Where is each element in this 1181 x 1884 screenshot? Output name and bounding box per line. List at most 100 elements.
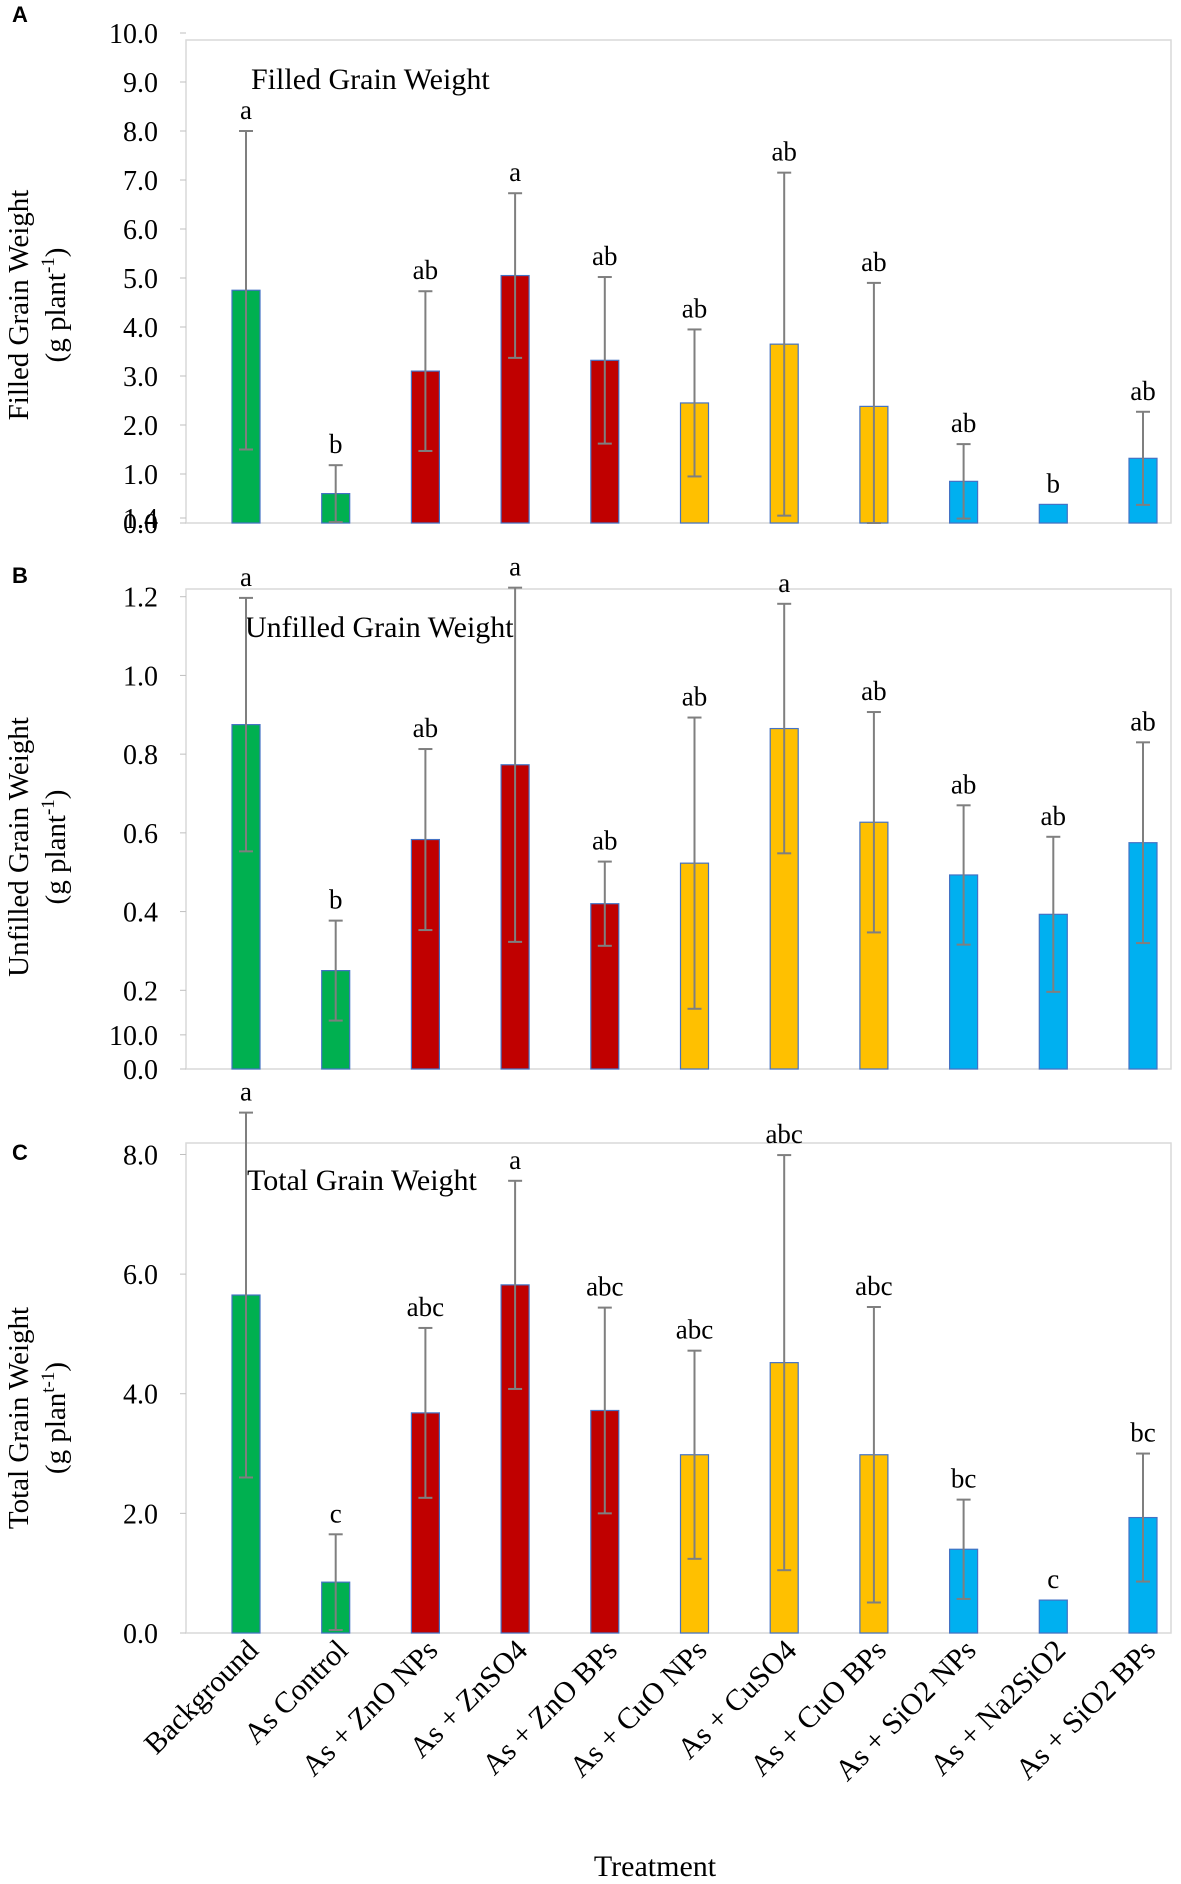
y-axis-label-c: Total Grain Weight (g plant-1)	[3, 1307, 72, 1529]
panel-letter-b: B	[12, 563, 28, 588]
error-bar-b-2	[418, 748, 433, 932]
error-bar-c-1	[328, 1533, 343, 1632]
chart-title-b: Unfilled Grain Weight	[245, 611, 514, 644]
error-bar-c-4	[597, 1306, 612, 1515]
y-tick-label: 9.0	[123, 68, 158, 99]
significance-letter-a-10: ab	[1130, 376, 1155, 406]
x-axis-label: Treatment	[594, 1850, 717, 1883]
y-axis-label-line1-b: Unfilled Grain Weight	[3, 717, 35, 977]
significance-letter-b-8: ab	[951, 769, 976, 799]
panel-letter-c: C	[12, 1140, 28, 1165]
significance-letter-c-9: c	[1047, 1564, 1059, 1594]
error-bar-c-3	[508, 1179, 523, 1390]
significance-letter-b-1: b	[329, 885, 343, 915]
significance-letter-a-0: a	[240, 95, 252, 125]
y-ticks-a: 0.0 1.0 2.0 3.0 4.0 5.0 6.0 7.0 8.0 9.0 10.0	[109, 19, 186, 540]
significance-letter-b-7: ab	[861, 676, 886, 706]
error-bar-a-5	[687, 328, 702, 478]
y-tick-label: 6.0	[123, 1260, 158, 1291]
error-bar-a-7	[866, 281, 881, 524]
significance-letter-b-3: a	[509, 552, 521, 582]
y-tick-label: 2.0	[123, 1499, 158, 1530]
y-axis-label-line2-b: (g plant-1)	[38, 790, 72, 905]
y-tick-label: 0.0	[123, 509, 158, 540]
x-category-label: Background	[138, 1634, 265, 1761]
error-bar-a-6	[777, 171, 792, 517]
error-bar-b-4	[597, 860, 612, 947]
plot-area-c	[185, 1142, 1172, 1634]
y-tick-label: 4.0	[123, 313, 158, 344]
significance-letter-a-3: a	[509, 157, 521, 187]
y-axis-label-line2-a: (g plant-1)	[38, 248, 72, 363]
y-tick-label: 4.0	[123, 1380, 158, 1411]
bar-c-9	[1038, 1599, 1068, 1634]
bar-b-7	[859, 821, 889, 1070]
y-axis-label-line1-c: Total Grain Weight	[3, 1307, 35, 1529]
y-axis-label-b: Unfilled Grain Weight (g plant-1)	[3, 717, 72, 977]
significance-letter-b-4: ab	[592, 826, 617, 856]
y-tick-label: 2.0	[123, 411, 158, 442]
chart-title-a: Filled Grain Weight	[251, 63, 490, 96]
significance-letter-b-10: ab	[1130, 706, 1155, 736]
panel-letter-a: A	[12, 2, 28, 27]
error-bar-b-8	[956, 804, 971, 946]
y-axis-label-a: Filled Grain Weight (g plant-1)	[3, 190, 72, 421]
error-bar-c-5	[687, 1349, 702, 1560]
significance-letter-a-4: ab	[592, 241, 617, 271]
significance-letter-c-1: c	[330, 1498, 342, 1528]
y-tick-label: 0.4	[123, 898, 158, 929]
y-tick-label: 1.0	[123, 460, 158, 491]
y-axis-label-line2-c: (g plant-1)	[38, 1362, 72, 1474]
significance-letter-b-2: ab	[413, 713, 438, 743]
error-bar-c-10	[1136, 1452, 1150, 1583]
panel-c: C Total Grain Weight Total Grain Weight …	[3, 1021, 1172, 1650]
bars-c: a c abc a abc abc abc abc bc c bc	[231, 1077, 1158, 1634]
error-bar-a-1	[328, 464, 343, 524]
y-ticks-c: 0.0 2.0 4.0 6.0 8.0 10.0	[109, 1021, 186, 1650]
significance-letter-c-4: abc	[586, 1272, 623, 1302]
error-bar-b-7	[866, 711, 881, 934]
error-bar-c-0	[239, 1111, 253, 1479]
significance-letter-a-2: ab	[413, 255, 438, 285]
significance-letter-a-6: ab	[771, 137, 796, 167]
error-bar-a-4	[597, 276, 612, 445]
significance-letter-a-7: ab	[861, 247, 886, 277]
y-tick-label: 7.0	[123, 166, 158, 197]
error-bar-b-1	[328, 919, 343, 1022]
significance-letter-c-2: abc	[407, 1292, 444, 1322]
significance-letter-b-0: a	[240, 562, 252, 592]
y-ticks-b: 0.0 0.2 0.4 0.6 0.8 1.0 1.2 1.4	[123, 504, 186, 1086]
significance-letter-b-6: a	[778, 568, 790, 598]
y-tick-label: 0.0	[123, 1055, 158, 1086]
y-tick-label: 8.0	[123, 1140, 158, 1171]
panel-a: A Filled Grain Weight Filled Grain Weigh…	[3, 2, 1172, 540]
error-bar-c-7	[866, 1306, 881, 1604]
y-tick-label: 0.8	[123, 740, 158, 771]
y-tick-label: 3.0	[123, 362, 158, 393]
y-tick-label: 0.0	[123, 1619, 158, 1650]
error-bar-b-10	[1136, 741, 1150, 945]
significance-letter-c-6: abc	[765, 1119, 802, 1149]
panel-b: B Unfilled Grain Weight Unfilled Grain W…	[3, 504, 1172, 1086]
significance-letter-c-7: abc	[855, 1271, 892, 1301]
y-tick-label: 1.0	[123, 661, 158, 692]
error-bar-a-3	[508, 192, 523, 359]
y-tick-label: 0.2	[123, 976, 158, 1007]
y-tick-label: 1.2	[123, 583, 158, 614]
chart-title-c: Total Grain Weight	[247, 1164, 478, 1197]
error-bar-c-2	[418, 1326, 433, 1499]
error-bar-a-2	[418, 290, 433, 452]
error-bar-b-3	[508, 586, 523, 943]
y-tick-label: 6.0	[123, 215, 158, 246]
error-bar-a-10	[1136, 410, 1150, 506]
y-tick-label: 5.0	[123, 264, 158, 295]
significance-letter-a-5: ab	[682, 293, 707, 323]
significance-letter-a-8: ab	[951, 408, 976, 438]
bar-a-9	[1038, 503, 1068, 524]
error-bar-b-9	[1046, 835, 1061, 993]
significance-letter-b-5: ab	[682, 682, 707, 712]
